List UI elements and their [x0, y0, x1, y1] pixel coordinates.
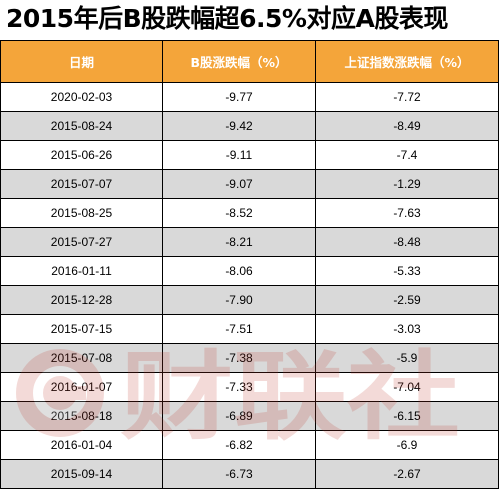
- cell-b-change: -7.38: [162, 343, 316, 373]
- page-title: 2015年后B股跌幅超6.5%对应A股表现: [6, 4, 448, 33]
- cell-a-change: -2.59: [315, 285, 499, 315]
- cell-date: 2015-08-24: [0, 111, 163, 141]
- cell-a-change: -6.15: [315, 401, 499, 431]
- cell-b-change: -7.33: [162, 372, 316, 402]
- cell-b-change: -8.21: [162, 227, 316, 257]
- cell-b-change: -7.51: [162, 314, 316, 344]
- table-row: 2015-07-08 -7.38 -5.9: [0, 343, 499, 373]
- cell-b-change: -8.52: [162, 198, 316, 228]
- header-b-share-change: B股涨跌幅（%）: [162, 40, 316, 83]
- cell-b-change: -6.82: [162, 430, 316, 460]
- table-header-row: 日期 B股涨跌幅（%） 上证指数涨跌幅（%）: [0, 40, 499, 83]
- cell-date: 2016-01-04: [0, 430, 163, 460]
- cell-date: 2015-07-08: [0, 343, 163, 373]
- cell-date: 2015-07-27: [0, 227, 163, 257]
- table-row: 2015-12-28 -7.90 -2.59: [0, 285, 499, 315]
- cell-date: 2015-12-28: [0, 285, 163, 315]
- header-sse-change: 上证指数涨跌幅（%）: [315, 40, 499, 83]
- cell-date: 2015-09-14: [0, 459, 163, 489]
- cell-a-change: -6.9: [315, 430, 499, 460]
- cell-a-change: -7.4: [315, 140, 499, 170]
- cell-b-change: -9.77: [162, 82, 316, 112]
- cell-date: 2020-02-03: [0, 82, 163, 112]
- table-row: 2015-07-27 -8.21 -8.48: [0, 227, 499, 257]
- table-row: 2015-08-24 -9.42 -8.49: [0, 111, 499, 141]
- cell-a-change: -8.49: [315, 111, 499, 141]
- table-row: 2015-06-26 -9.11 -7.4: [0, 140, 499, 170]
- cell-date: 2016-01-07: [0, 372, 163, 402]
- table-row: 2015-09-14 -6.73 -2.67: [0, 459, 499, 489]
- cell-a-change: -3.03: [315, 314, 499, 344]
- table-row: 2015-07-07 -9.07 -1.29: [0, 169, 499, 199]
- table-row: 2016-01-07 -7.33 -7.04: [0, 372, 499, 402]
- table-row: 2015-07-15 -7.51 -3.03: [0, 314, 499, 344]
- data-table: 日期 B股涨跌幅（%） 上证指数涨跌幅（%） 2020-02-03 -9.77 …: [0, 40, 499, 489]
- cell-date: 2015-06-26: [0, 140, 163, 170]
- cell-date: 2015-07-07: [0, 169, 163, 199]
- cell-a-change: -7.72: [315, 82, 499, 112]
- cell-b-change: -8.06: [162, 256, 316, 286]
- cell-b-change: -6.89: [162, 401, 316, 431]
- table-row: 2015-08-18 -6.89 -6.15: [0, 401, 499, 431]
- cell-b-change: -9.11: [162, 140, 316, 170]
- cell-b-change: -7.90: [162, 285, 316, 315]
- cell-date: 2015-07-15: [0, 314, 163, 344]
- cell-date: 2015-08-25: [0, 198, 163, 228]
- table-row: 2015-08-25 -8.52 -7.63: [0, 198, 499, 228]
- cell-b-change: -9.07: [162, 169, 316, 199]
- cell-b-change: -6.73: [162, 459, 316, 489]
- cell-a-change: -5.9: [315, 343, 499, 373]
- table-row: 2016-01-11 -8.06 -5.33: [0, 256, 499, 286]
- cell-date: 2015-08-18: [0, 401, 163, 431]
- cell-a-change: -7.04: [315, 372, 499, 402]
- cell-a-change: -5.33: [315, 256, 499, 286]
- cell-b-change: -9.42: [162, 111, 316, 141]
- cell-a-change: -1.29: [315, 169, 499, 199]
- cell-a-change: -2.67: [315, 459, 499, 489]
- table-row: 2020-02-03 -9.77 -7.72: [0, 82, 499, 112]
- header-date: 日期: [0, 40, 163, 83]
- cell-date: 2016-01-11: [0, 256, 163, 286]
- cell-a-change: -7.63: [315, 198, 499, 228]
- cell-a-change: -8.48: [315, 227, 499, 257]
- table-row: 2016-01-04 -6.82 -6.9: [0, 430, 499, 460]
